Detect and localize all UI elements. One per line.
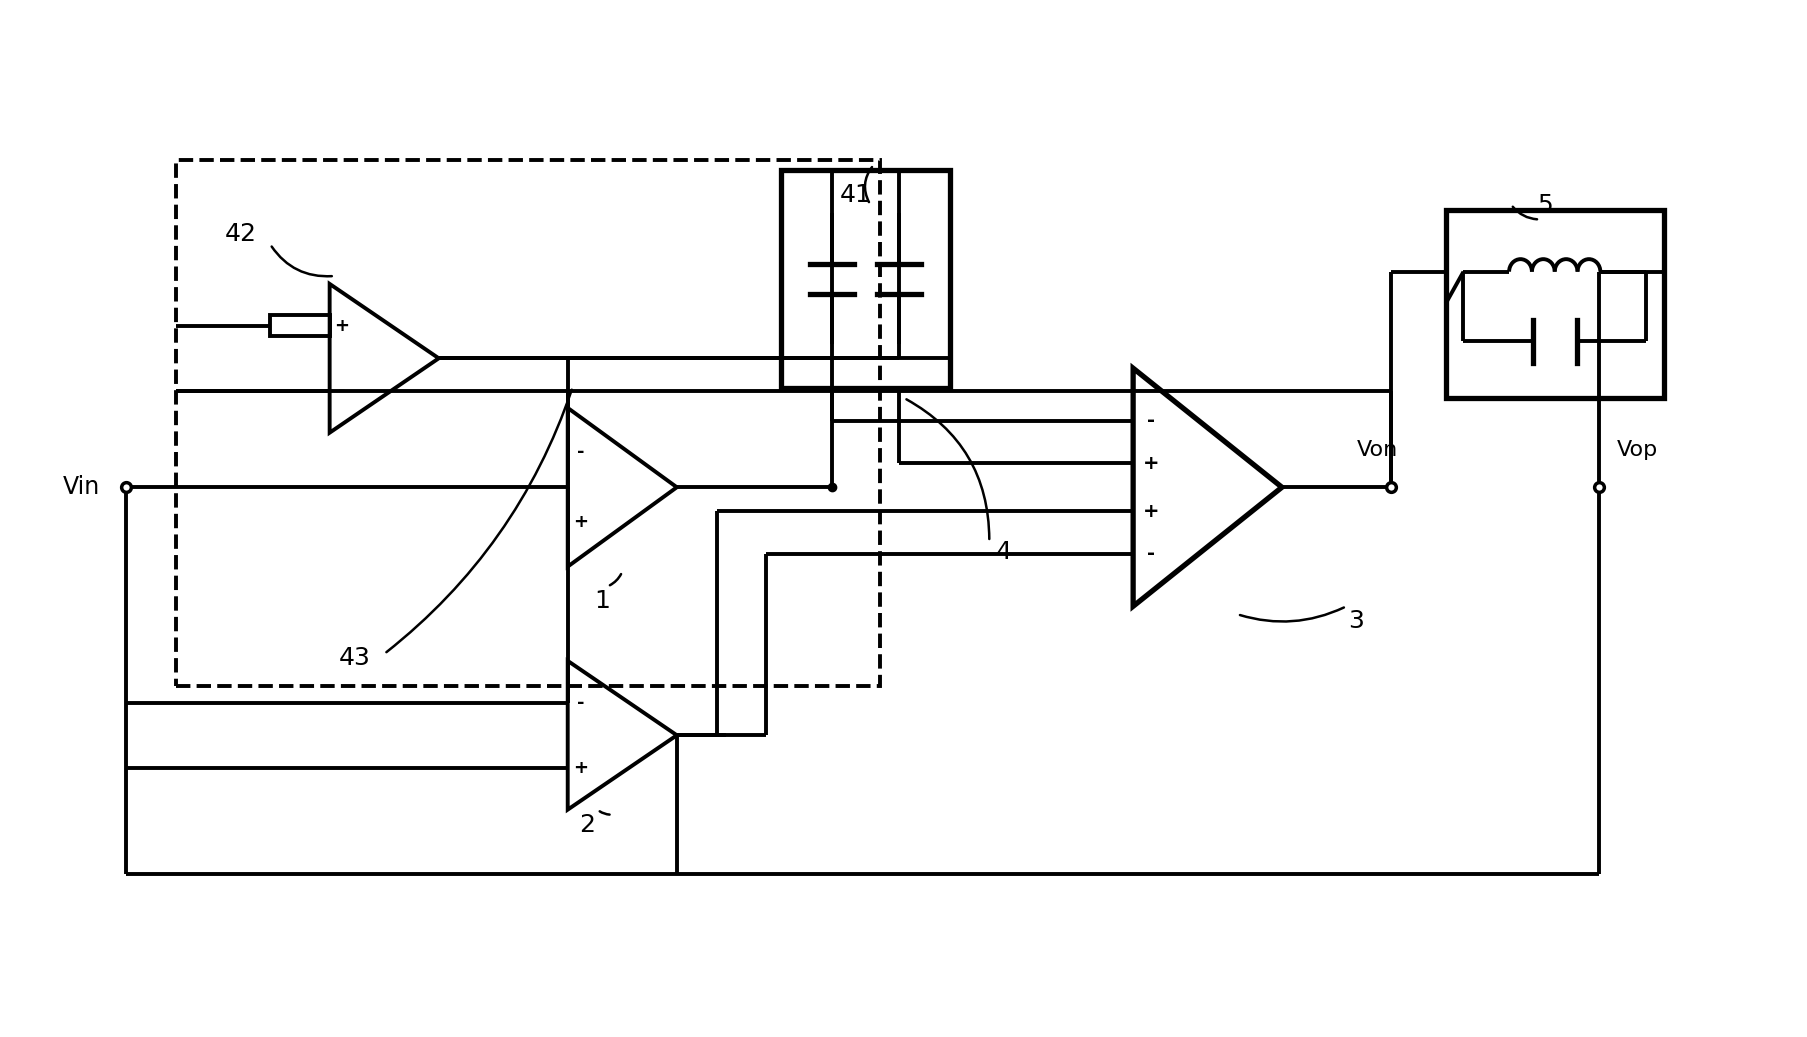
Text: Vop: Vop [1617, 440, 1659, 459]
Text: -: - [576, 444, 584, 461]
Bar [1446, 209, 1664, 398]
Text: 1: 1 [595, 589, 611, 613]
Text: -: - [576, 694, 584, 711]
Text: -: - [1147, 544, 1155, 563]
Text: -: - [338, 382, 345, 400]
Text: 41: 41 [840, 183, 871, 206]
Text: +: + [1142, 502, 1160, 521]
Text: 5: 5 [1538, 193, 1552, 217]
Text: 43: 43 [338, 646, 370, 670]
Text: +: + [573, 759, 587, 777]
Bar [781, 170, 950, 388]
Text: Von: Von [1357, 440, 1397, 459]
Text: +: + [334, 316, 349, 335]
Bar [269, 314, 329, 336]
Text: +: + [1142, 454, 1160, 473]
Text: -: - [1147, 411, 1155, 430]
Text: 42: 42 [224, 222, 257, 247]
Text: 4: 4 [996, 539, 1012, 564]
Text: 2: 2 [580, 813, 596, 837]
Text: +: + [573, 513, 587, 531]
Text: 3: 3 [1348, 609, 1364, 634]
Text: Vin: Vin [63, 475, 99, 499]
Bar [175, 160, 880, 685]
